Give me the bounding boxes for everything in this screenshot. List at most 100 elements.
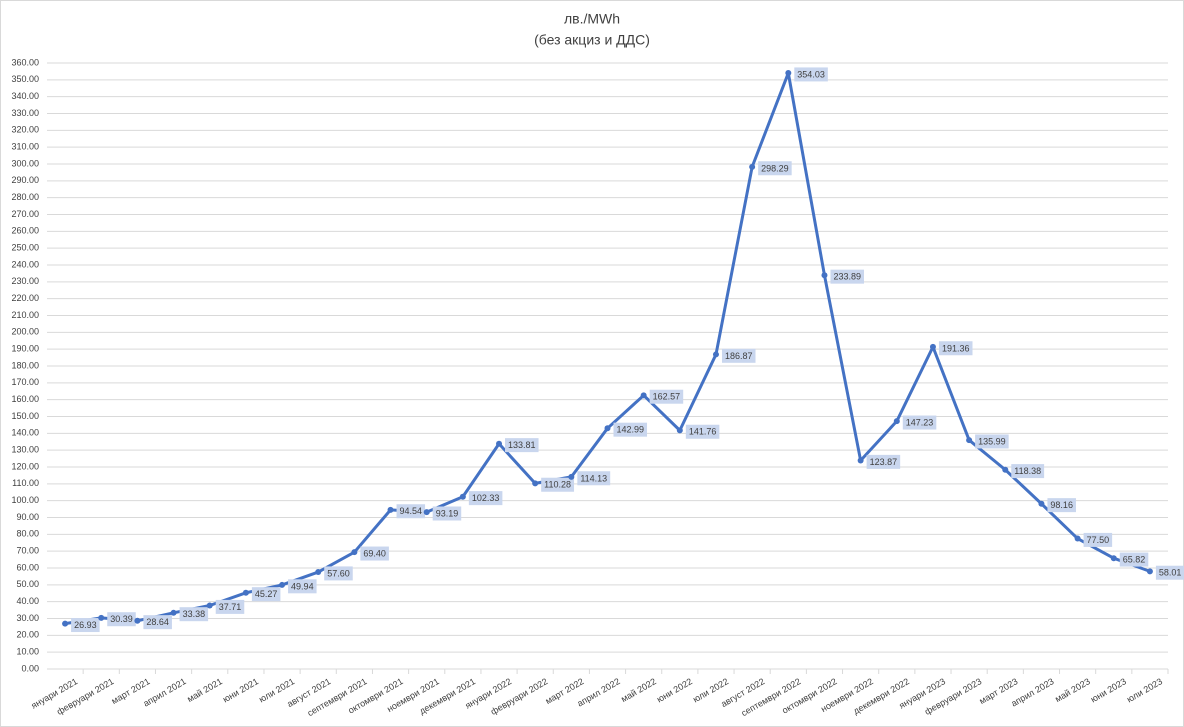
data-label-group: 162.57 bbox=[649, 389, 684, 404]
data-label: 133.81 bbox=[508, 440, 536, 450]
data-label: 69.40 bbox=[363, 549, 386, 559]
data-label: 114.13 bbox=[580, 473, 607, 483]
marker bbox=[134, 617, 141, 624]
chart-title: лв./MWh bbox=[564, 11, 620, 27]
data-label-group: 28.64 bbox=[143, 615, 172, 630]
y-tick-label: 290.00 bbox=[11, 175, 39, 185]
data-label-bg bbox=[1047, 498, 1076, 513]
y-tick-label: 20.00 bbox=[16, 630, 39, 640]
y-tick-label: 40.00 bbox=[16, 596, 39, 606]
data-label-group: 123.87 bbox=[866, 454, 901, 469]
data-label-group: 118.38 bbox=[1011, 464, 1045, 479]
data-label: 118.38 bbox=[1014, 466, 1041, 476]
y-tick-label: 210.00 bbox=[11, 310, 39, 320]
data-label: 135.99 bbox=[978, 436, 1006, 446]
data-label: 37.71 bbox=[219, 602, 242, 612]
marker bbox=[785, 70, 792, 77]
data-label: 49.94 bbox=[291, 581, 314, 591]
data-label-group: 69.40 bbox=[360, 546, 389, 561]
marker bbox=[98, 614, 105, 621]
data-label: 45.27 bbox=[255, 589, 278, 599]
data-label-bg bbox=[649, 389, 684, 404]
data-label: 93.19 bbox=[436, 509, 459, 519]
data-label-group: 102.33 bbox=[468, 491, 503, 506]
marker bbox=[712, 351, 719, 358]
marker bbox=[821, 272, 828, 279]
data-label-bg bbox=[721, 348, 756, 363]
marker bbox=[62, 620, 69, 627]
marker bbox=[532, 480, 539, 487]
data-label-group: 141.76 bbox=[685, 424, 720, 439]
marker bbox=[315, 569, 322, 576]
marker bbox=[857, 457, 864, 464]
marker bbox=[1038, 500, 1045, 507]
y-tick-label: 360.00 bbox=[11, 57, 39, 67]
y-tick-label: 340.00 bbox=[11, 91, 39, 101]
marker bbox=[604, 425, 611, 432]
y-tick-label: 130.00 bbox=[11, 445, 39, 455]
marker bbox=[387, 506, 394, 513]
data-label: 298.29 bbox=[761, 163, 789, 173]
data-label: 147.23 bbox=[906, 418, 934, 428]
data-label-group: 33.38 bbox=[179, 607, 209, 622]
marker bbox=[1002, 466, 1009, 473]
data-label: 57.60 bbox=[327, 568, 350, 578]
data-label-bg bbox=[396, 504, 426, 519]
y-tick-label: 170.00 bbox=[11, 377, 39, 387]
marker bbox=[459, 493, 466, 500]
data-label: 141.76 bbox=[689, 427, 717, 437]
data-label-bg bbox=[360, 546, 389, 561]
data-label: 94.54 bbox=[400, 506, 423, 516]
data-label-bg bbox=[938, 341, 973, 356]
data-label: 354.03 bbox=[797, 69, 825, 79]
data-label-group: 57.60 bbox=[324, 566, 353, 581]
marker bbox=[351, 549, 358, 556]
data-label: 28.64 bbox=[146, 617, 169, 627]
data-label: 58.01 bbox=[1159, 568, 1182, 578]
data-label-group: 65.82 bbox=[1119, 552, 1149, 567]
y-tick-label: 240.00 bbox=[11, 259, 39, 269]
data-label-group: 354.03 bbox=[794, 67, 828, 82]
marker bbox=[1074, 535, 1081, 542]
marker bbox=[423, 509, 430, 516]
data-label-group: 110.28 bbox=[541, 477, 575, 492]
data-label: 77.50 bbox=[1087, 535, 1110, 545]
data-label-group: 93.19 bbox=[432, 506, 462, 521]
data-label-bg bbox=[143, 615, 172, 630]
data-label-bg bbox=[107, 612, 136, 627]
data-label-bg bbox=[577, 471, 611, 486]
y-tick-label: 200.00 bbox=[11, 327, 39, 337]
y-tick-label: 280.00 bbox=[11, 192, 39, 202]
data-label: 233.89 bbox=[833, 272, 861, 282]
data-label-group: 26.93 bbox=[71, 618, 100, 633]
y-tick-label: 50.00 bbox=[16, 579, 39, 589]
data-label-bg bbox=[794, 67, 828, 82]
data-label-group: 135.99 bbox=[975, 434, 1009, 449]
data-label-bg bbox=[288, 579, 317, 594]
marker bbox=[640, 392, 647, 399]
data-label: 142.99 bbox=[617, 425, 645, 435]
data-label: 186.87 bbox=[725, 351, 753, 361]
data-label: 98.16 bbox=[1050, 500, 1073, 510]
y-tick-label: 70.00 bbox=[16, 546, 39, 556]
data-label-group: 98.16 bbox=[1047, 498, 1076, 513]
data-label-group: 142.99 bbox=[613, 422, 648, 437]
data-label-bg bbox=[1011, 464, 1045, 479]
data-label-group: 186.87 bbox=[721, 348, 756, 363]
data-label-group: 298.29 bbox=[758, 161, 792, 176]
marker bbox=[496, 440, 503, 447]
data-label-bg bbox=[1119, 552, 1149, 567]
marker bbox=[749, 163, 756, 170]
data-label-group: 233.89 bbox=[830, 269, 864, 284]
data-label: 110.28 bbox=[544, 480, 571, 490]
data-label-bg bbox=[830, 269, 864, 284]
y-tick-label: 90.00 bbox=[16, 512, 39, 522]
y-tick-label: 220.00 bbox=[11, 293, 39, 303]
y-tick-label: 320.00 bbox=[11, 125, 39, 135]
data-label: 191.36 bbox=[942, 343, 970, 353]
data-label: 30.39 bbox=[110, 614, 133, 624]
data-label-group: 49.94 bbox=[288, 579, 317, 594]
data-label-bg bbox=[758, 161, 792, 176]
y-tick-label: 150.00 bbox=[11, 411, 39, 421]
